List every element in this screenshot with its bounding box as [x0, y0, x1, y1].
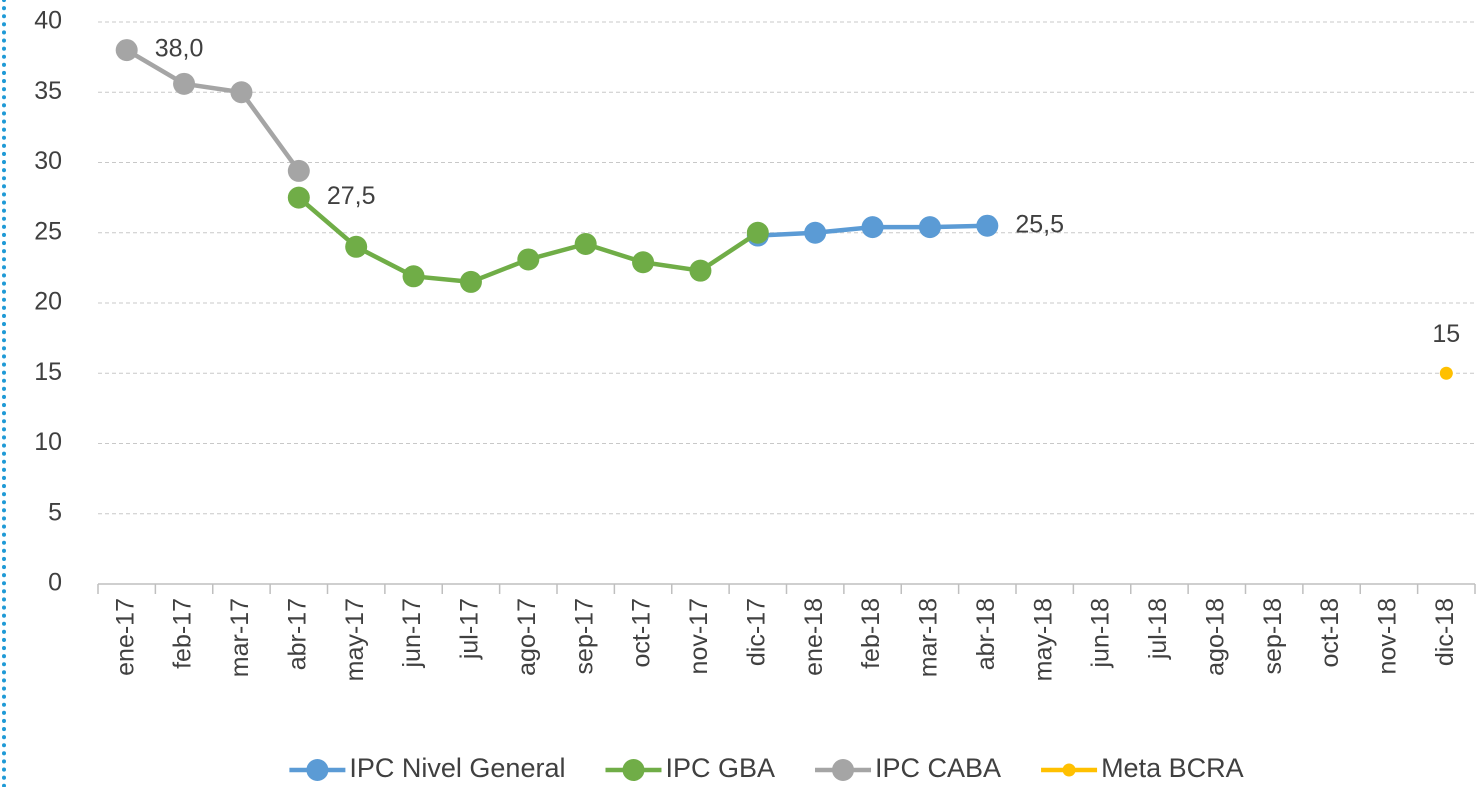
legend-marker — [306, 759, 329, 781]
legend-label: IPC CABA — [875, 753, 1001, 783]
data-point — [402, 265, 425, 288]
y-tick-label: 35 — [34, 77, 62, 105]
data-label: 38,0 — [155, 35, 204, 63]
data-point — [861, 216, 884, 239]
x-tick-label: jun-18 — [1087, 598, 1115, 669]
x-tick-label: sep-17 — [570, 598, 598, 674]
data-point — [689, 259, 712, 282]
data-point — [804, 221, 827, 244]
x-tick-label: ene-18 — [800, 598, 828, 676]
y-tick-label: 20 — [34, 288, 62, 316]
data-point — [173, 72, 196, 95]
legend-label: IPC GBA — [665, 753, 775, 783]
legend-label: IPC Nivel General — [349, 753, 565, 783]
data-point — [976, 214, 999, 237]
x-tick-label: nov-17 — [685, 598, 713, 674]
data-point — [632, 251, 655, 274]
data-point — [1439, 366, 1453, 380]
data-point — [230, 81, 253, 104]
x-tick-label: oct-18 — [1316, 598, 1344, 667]
data-point — [459, 270, 482, 293]
y-tick-label: 10 — [34, 428, 62, 456]
x-tick-label: feb-17 — [169, 598, 197, 669]
data-point — [345, 235, 368, 258]
data-point — [918, 216, 941, 239]
legend-marker — [1062, 763, 1076, 777]
x-tick-label: mar-18 — [915, 598, 943, 677]
x-tick-label: dic-18 — [1431, 598, 1459, 666]
x-tick-label: oct-17 — [628, 598, 656, 667]
y-tick-label: 40 — [34, 7, 62, 35]
x-tick-label: may-17 — [341, 598, 369, 681]
x-tick-label: sep-18 — [1259, 598, 1287, 674]
data-point — [574, 232, 597, 255]
x-tick-label: mar-17 — [226, 598, 254, 677]
x-tick-label: jul-18 — [1144, 598, 1172, 660]
data-point — [746, 221, 769, 244]
x-tick-label: jun-17 — [398, 598, 426, 669]
y-tick-label: 30 — [34, 147, 62, 175]
x-tick-label: jul-17 — [456, 598, 484, 660]
legend-marker — [832, 759, 855, 781]
x-tick-label: nov-18 — [1374, 598, 1402, 674]
data-label: 15 — [1432, 320, 1460, 348]
data-point — [287, 159, 310, 182]
data-point — [287, 186, 310, 209]
x-tick-label: feb-18 — [857, 598, 885, 669]
legend-label: Meta BCRA — [1101, 753, 1244, 783]
x-tick-label: ene-17 — [111, 598, 139, 676]
x-tick-label: ago-17 — [513, 598, 541, 676]
y-tick-label: 5 — [48, 498, 62, 526]
legend-marker — [622, 759, 645, 781]
x-tick-label: abr-18 — [972, 598, 1000, 670]
series-line — [125, 48, 301, 173]
x-tick-label: ago-18 — [1201, 598, 1229, 676]
y-tick-label: 15 — [34, 358, 62, 386]
data-label: 27,5 — [327, 182, 376, 210]
x-tick-label: dic-17 — [742, 598, 770, 666]
data-point — [517, 248, 540, 271]
y-tick-label: 0 — [48, 569, 62, 597]
data-label: 25,5 — [1015, 210, 1064, 238]
data-point — [115, 39, 138, 62]
x-tick-label: abr-17 — [283, 598, 311, 670]
y-tick-label: 25 — [34, 217, 62, 245]
x-tick-label: may-18 — [1029, 598, 1057, 681]
